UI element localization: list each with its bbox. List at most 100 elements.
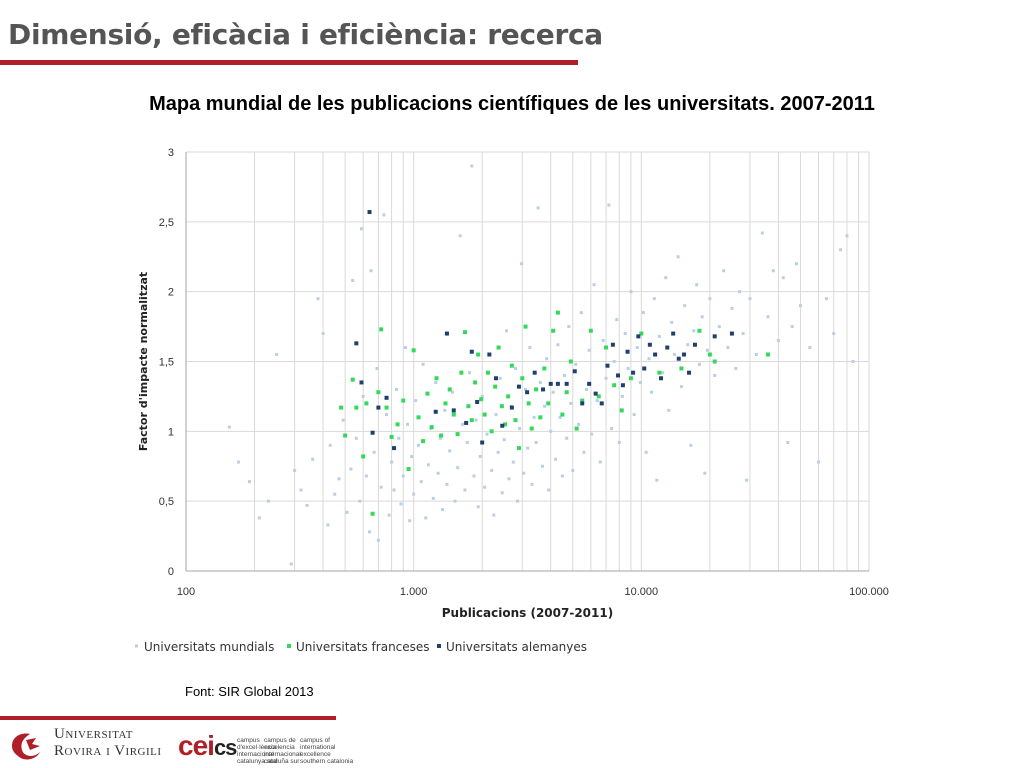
university-name-line2: Rovira i Virgili xyxy=(54,743,162,759)
data-point xyxy=(364,401,369,406)
data-point xyxy=(686,343,690,347)
data-point xyxy=(692,342,697,347)
data-point xyxy=(370,430,375,435)
data-point xyxy=(520,262,524,266)
data-point xyxy=(601,339,605,343)
axis-layer xyxy=(185,152,869,572)
data-point xyxy=(464,420,469,425)
data-point xyxy=(620,394,624,398)
data-point xyxy=(376,538,380,542)
data-point xyxy=(478,454,482,458)
data-point xyxy=(448,449,452,453)
data-point xyxy=(580,398,585,403)
data-point xyxy=(776,339,780,343)
data-point xyxy=(509,405,514,410)
data-point xyxy=(425,391,430,396)
data-point xyxy=(289,562,293,566)
data-point xyxy=(612,360,616,363)
data-point xyxy=(485,370,490,375)
data-point xyxy=(664,276,668,280)
data-point xyxy=(623,332,627,336)
data-point xyxy=(604,376,608,380)
data-point xyxy=(632,413,636,417)
data-point xyxy=(617,441,621,445)
data-point xyxy=(293,468,297,472)
data-point xyxy=(520,376,525,381)
data-point xyxy=(367,210,372,215)
data-point xyxy=(518,427,522,431)
data-point xyxy=(311,457,315,461)
data-point xyxy=(401,398,406,403)
data-point xyxy=(480,440,485,445)
data-point xyxy=(729,331,734,336)
legend-marker xyxy=(135,644,138,648)
data-point xyxy=(458,234,462,238)
data-point xyxy=(671,331,676,336)
data-point xyxy=(480,394,484,398)
data-point xyxy=(456,466,460,470)
data-point xyxy=(596,394,601,399)
data-point xyxy=(639,331,644,336)
data-point xyxy=(361,454,366,459)
data-point xyxy=(741,332,745,336)
data-point xyxy=(516,384,521,389)
data-point xyxy=(411,348,416,353)
data-point xyxy=(496,450,500,454)
data-point xyxy=(476,505,480,509)
data-point xyxy=(695,283,699,287)
data-point xyxy=(505,329,509,333)
data-point xyxy=(441,508,445,512)
data-point xyxy=(707,352,712,357)
data-point xyxy=(502,438,506,442)
data-point xyxy=(247,480,251,484)
data-point xyxy=(482,412,487,417)
data-point xyxy=(798,304,802,308)
data-point xyxy=(450,390,454,394)
data-point xyxy=(548,381,553,386)
data-point xyxy=(410,454,414,458)
data-point xyxy=(416,415,421,420)
data-point xyxy=(604,345,609,350)
data-point xyxy=(392,446,397,451)
title-rule xyxy=(0,60,578,65)
data-point xyxy=(641,311,645,315)
data-point xyxy=(507,477,511,481)
data-point xyxy=(439,433,444,438)
data-point xyxy=(354,436,358,440)
data-point xyxy=(395,422,400,427)
data-point xyxy=(503,422,508,427)
data-point xyxy=(414,399,418,403)
data-point xyxy=(726,346,730,350)
data-point xyxy=(387,513,391,517)
data-point xyxy=(345,510,349,514)
data-point xyxy=(339,405,344,410)
data-point xyxy=(328,443,332,447)
data-point xyxy=(390,460,394,464)
data-point xyxy=(532,370,537,375)
data-point xyxy=(299,488,303,492)
data-point xyxy=(326,523,330,527)
data-point xyxy=(343,433,348,438)
data-point xyxy=(786,441,790,445)
cei-logo: ceics xyxy=(178,732,238,762)
data-point xyxy=(717,325,721,329)
data-point xyxy=(321,332,325,336)
data-point xyxy=(545,357,549,361)
data-point xyxy=(443,401,448,406)
data-point xyxy=(358,499,362,503)
data-point xyxy=(379,485,383,489)
data-point xyxy=(541,387,546,392)
data-point xyxy=(275,353,279,357)
data-point xyxy=(524,387,528,391)
data-point xyxy=(421,439,426,444)
grid-layer xyxy=(185,151,870,571)
cei-logo-cs: cs xyxy=(213,735,238,760)
data-point xyxy=(781,276,785,280)
data-point xyxy=(816,460,820,464)
data-point xyxy=(564,381,569,386)
data-point xyxy=(549,429,553,433)
data-point xyxy=(588,328,593,333)
data-point xyxy=(536,206,540,210)
data-point xyxy=(765,352,770,357)
legend-marker xyxy=(437,644,441,648)
